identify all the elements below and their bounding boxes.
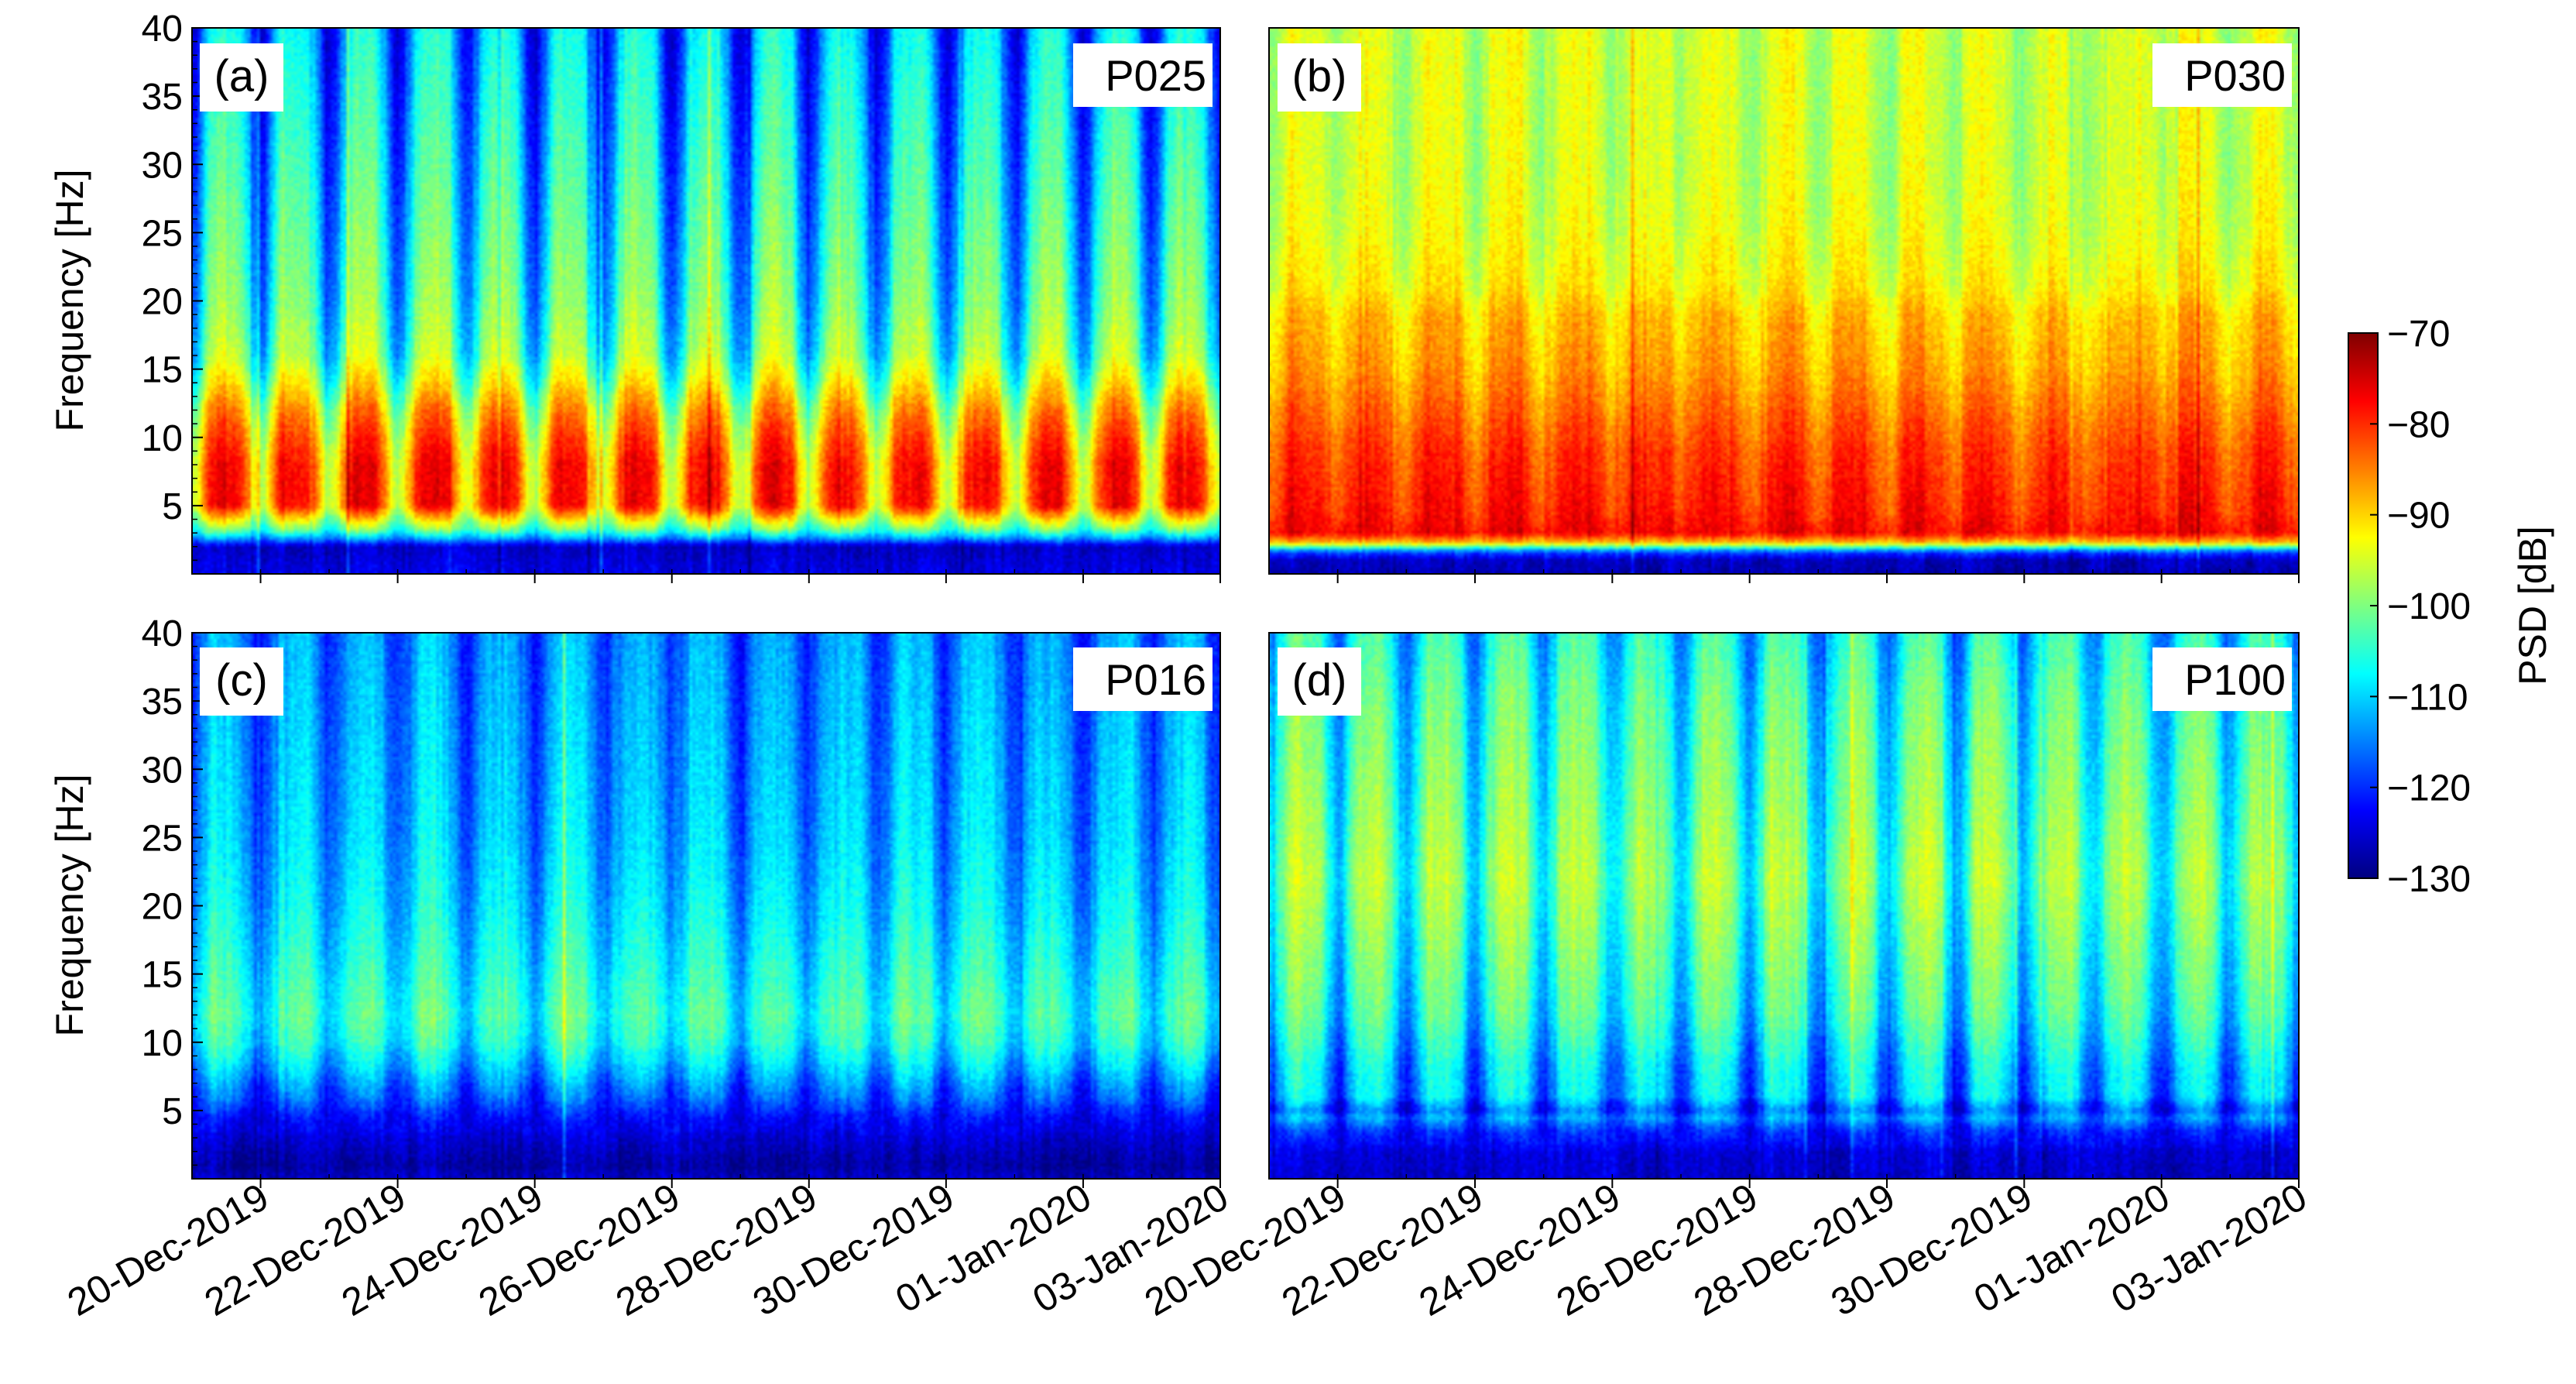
y-tick-label: 20 xyxy=(142,887,183,928)
y-tick-label: 30 xyxy=(142,145,183,186)
y-tick-label: 40 xyxy=(142,613,183,654)
y-tick-label: 10 xyxy=(142,418,183,459)
frame-b xyxy=(1268,27,2300,575)
station-label: P030 xyxy=(2184,51,2286,100)
y-tick-label: 10 xyxy=(142,1023,183,1064)
panel-d: 20-Dec-201922-Dec-201924-Dec-201926-Dec-… xyxy=(1137,632,2314,1324)
y-tick-label: 25 xyxy=(142,213,183,254)
panel-label-box xyxy=(200,647,283,716)
y-tick-label: 25 xyxy=(142,818,183,859)
colorbar-tick-label: −90 xyxy=(2387,496,2450,537)
colorbar-tick-label: −110 xyxy=(2387,677,2468,718)
y-tick-label: 15 xyxy=(142,350,183,391)
y-tick-label: 15 xyxy=(142,955,183,996)
station-label-box xyxy=(2152,43,2292,107)
colorbar-ticks: −70 −80 −90 −100 −110 −120 −130 xyxy=(2370,314,2471,900)
panel-label: (a) xyxy=(214,51,269,101)
heatmap-d xyxy=(1269,633,2299,1179)
frame-d xyxy=(1268,632,2300,1180)
panel-label: (c) xyxy=(215,655,268,706)
colorbar-label: PSD [dB] xyxy=(2511,526,2554,685)
colorbar-tick-label: −100 xyxy=(2387,586,2471,627)
panel-label: (d) xyxy=(1292,655,1347,706)
panel-label-box xyxy=(1278,647,1361,716)
heatmap-b xyxy=(1269,28,2299,574)
station-label-box xyxy=(2152,647,2292,711)
panel-b: (b) P030 xyxy=(1268,27,2300,583)
station-label: P100 xyxy=(2184,655,2286,704)
y-axis-label: Frequency [Hz] xyxy=(48,169,91,431)
x-ticks-d xyxy=(1268,1174,2300,1188)
panel-a: 5 10 15 20 25 30 35 40 Frequency [Hz] (a) P025 xyxy=(48,9,1221,583)
panel-c: 5 10 15 20 25 30 35 40 20-Dec-201922-Dec-201924… xyxy=(48,613,1236,1324)
panel-label-box xyxy=(200,43,283,112)
y-tick-label: 20 xyxy=(142,282,183,323)
colorbar-tick-label: −70 xyxy=(2387,314,2450,355)
x-tick-labels-c: 20-Dec-201922-Dec-201924-Dec-201926-Dec-… xyxy=(60,1175,1236,1324)
colorbar-tick-label: −130 xyxy=(2387,859,2471,900)
colorbar-tick-label: −80 xyxy=(2387,404,2450,445)
y-tick-label: 35 xyxy=(142,77,183,118)
y-tick-label: 5 xyxy=(162,486,183,527)
x-tick-labels-d: 20-Dec-201922-Dec-201924-Dec-201926-Dec-… xyxy=(1137,1175,2314,1324)
y-tick-label: 30 xyxy=(142,750,183,791)
y-axis-c: 5 10 15 20 25 30 35 40 xyxy=(142,613,203,1166)
y-axis-a: 5 10 15 20 25 30 35 40 xyxy=(142,9,203,561)
colorbar: −70 −80 −90 −100 −110 −120 −130 PSD [dB] xyxy=(2348,314,2554,900)
station-label: P025 xyxy=(1105,51,1206,100)
x-ticks-a xyxy=(191,569,1221,583)
y-axis-label: Frequency [Hz] xyxy=(48,774,91,1036)
station-label: P016 xyxy=(1105,655,1206,704)
x-ticks-b xyxy=(1268,569,2300,583)
y-tick-label: 5 xyxy=(162,1091,183,1132)
y-tick-label: 40 xyxy=(142,9,183,50)
station-label-box xyxy=(1073,43,1213,107)
panel-label: (b) xyxy=(1292,51,1347,101)
x-ticks-c xyxy=(191,1174,1221,1188)
panel-label-box xyxy=(1278,43,1361,112)
colorbar-tick-label: −120 xyxy=(2387,768,2471,809)
heatmap-c xyxy=(192,633,1220,1179)
station-label-box xyxy=(1073,647,1213,711)
y-tick-label: 35 xyxy=(142,682,183,723)
heatmap-a xyxy=(192,28,1220,574)
